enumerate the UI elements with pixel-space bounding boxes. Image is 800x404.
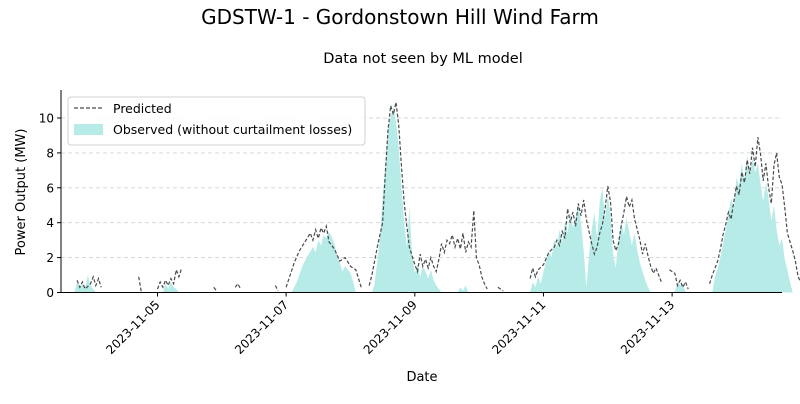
y-tick-label: 0 [46,286,54,300]
chart-subtitle: Data not seen by ML model [323,51,523,67]
legend-observed-swatch [74,124,103,135]
x-tick-label: 2023-11-09 [361,298,420,357]
legend: Predicted Observed (without curtailment … [67,96,366,146]
y-tick-label: 2 [46,251,54,265]
predicted-line [274,285,279,292]
predicted-line [285,223,362,288]
observed-area-series [74,107,793,293]
observed-area [674,282,686,293]
predicted-line [76,274,102,291]
predicted-line [529,185,662,283]
y-tick-label: 6 [46,181,54,195]
chart-title: GDSTW-1 - Gordonstown Hill Wind Farm [201,5,599,29]
y-tick-label: 8 [46,146,54,160]
x-axis-label: Date [406,370,437,385]
y-tick-label: 4 [46,216,54,230]
legend-predicted-label: Predicted [113,101,172,116]
axes [60,90,782,293]
predicted-line [497,286,504,292]
observed-area [371,107,442,293]
y-tick-label: 10 [39,112,54,126]
observed-area [530,187,651,293]
predicted-line [156,267,183,290]
predicted-line [669,269,689,290]
predicted-line-series [76,102,800,293]
x-tick-label: 2023-11-11 [489,298,548,357]
observed-area [712,154,793,293]
predicted-line [138,276,142,293]
legend-observed-label: Observed (without curtailment losses) [113,122,352,137]
x-tick-label: 2023-11-05 [103,298,162,357]
observed-area [457,285,469,293]
gridlines [61,117,782,259]
y-ticks: 0 2 4 6 8 10 [39,112,61,300]
observed-area [291,231,356,293]
x-tick-label: 2023-11-07 [232,298,291,357]
predicted-line [234,282,242,290]
predicted-line [709,137,800,284]
x-tick-label: 2023-11-13 [618,298,677,357]
predicted-line [368,102,488,290]
x-ticks: 2023-11-05 2023-11-07 2023-11-09 2023-11-11… [103,292,677,357]
y-axis-label: Power Output (MW) [14,129,29,256]
observed-area [162,282,179,293]
legend-frame [67,96,366,146]
predicted-line [213,286,217,292]
